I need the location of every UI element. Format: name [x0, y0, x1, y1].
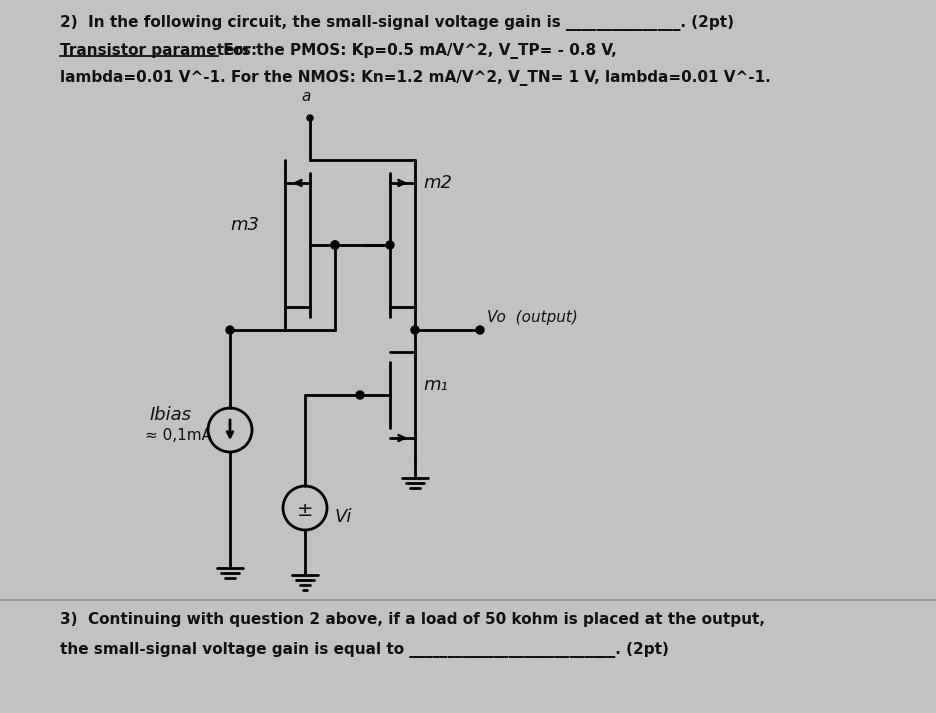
Text: For the PMOS: Kp=0.5 mA/V^2, V_TP= - 0.8 V,: For the PMOS: Kp=0.5 mA/V^2, V_TP= - 0.8… [218, 43, 617, 59]
Text: Vi: Vi [335, 508, 352, 526]
Text: 3)  Continuing with question 2 above, if a load of 50 kohm is placed at the outp: 3) Continuing with question 2 above, if … [60, 612, 765, 627]
Circle shape [356, 391, 364, 399]
Text: Vo  (output): Vo (output) [487, 310, 578, 325]
Text: 2)  In the following circuit, the small-signal voltage gain is _______________. : 2) In the following circuit, the small-s… [60, 15, 734, 31]
Text: Transistor parameters:: Transistor parameters: [60, 43, 257, 58]
Circle shape [331, 241, 339, 249]
Circle shape [476, 326, 484, 334]
Text: m2: m2 [423, 174, 452, 192]
Circle shape [307, 115, 313, 121]
Text: m3: m3 [230, 216, 259, 234]
Text: a: a [301, 89, 311, 104]
Circle shape [411, 326, 419, 334]
Circle shape [386, 241, 394, 249]
Circle shape [331, 241, 339, 249]
Text: Ibias: Ibias [150, 406, 192, 424]
Circle shape [226, 326, 234, 334]
Text: ±: ± [297, 501, 314, 520]
Text: the small-signal voltage gain is equal to ___________________________. (2pt): the small-signal voltage gain is equal t… [60, 642, 669, 658]
Text: ≈ 0,1mA: ≈ 0,1mA [145, 428, 212, 443]
Text: m₁: m₁ [423, 376, 447, 394]
Text: lambda=0.01 V^-1. For the NMOS: Kn=1.2 mA/V^2, V_TN= 1 V, lambda=0.01 V^-1.: lambda=0.01 V^-1. For the NMOS: Kn=1.2 m… [60, 70, 770, 86]
